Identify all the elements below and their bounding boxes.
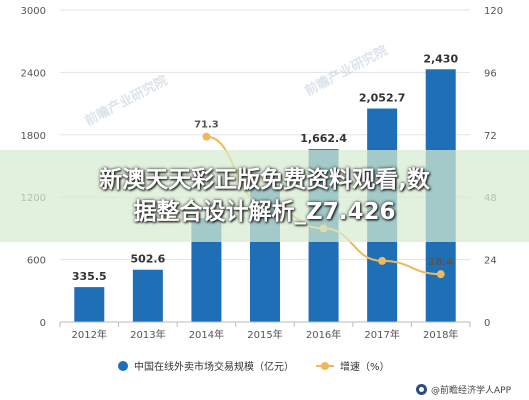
bar <box>132 269 163 322</box>
bar-data-label: 502.6 <box>130 253 165 266</box>
x-tick-label: 2015年 <box>247 328 282 341</box>
chart-legend: 中国在线外卖市场交易规模（亿元） 增速（%） <box>118 358 412 373</box>
bar-data-label: 335.5 <box>72 270 107 283</box>
line-point <box>436 270 445 279</box>
bar-data-label: 1,662.4 <box>300 132 347 145</box>
data-labels: 335.5 502.6 1,662.4 2,052.7 2,430 71.3 18.4 <box>72 52 459 283</box>
x-tick-label: 2012年 <box>72 328 107 341</box>
y-left-tick-label: 2400 <box>21 68 46 79</box>
y-left-tick-label: 1800 <box>21 131 46 142</box>
x-tick-label: 2016年 <box>306 328 341 341</box>
x-tick-label: 2018年 <box>423 328 458 341</box>
y-right-tick-label: 120 <box>484 6 503 17</box>
legend-item-line: 增速（%） <box>316 358 390 373</box>
line-legend-icon <box>316 361 334 371</box>
bar-data-label: 2,052.7 <box>359 92 406 105</box>
line-data-label: 18.4 <box>428 257 453 268</box>
y-right-tick-label: 24 <box>484 256 497 267</box>
legend-item-bar: 中国在线外卖市场交易规模（亿元） <box>118 358 294 373</box>
y-right-tick-label: 96 <box>484 68 497 79</box>
source-text: @前瞻经济学人APP <box>430 386 511 396</box>
bar <box>74 287 105 322</box>
legend-label-line: 增速（%） <box>340 362 390 373</box>
source-credit: @前瞻经济学人APP <box>415 383 511 396</box>
bar-data-label: 2,430 <box>423 52 458 65</box>
y-left-tick-label: 0 <box>40 318 46 329</box>
overlay-line-2: 据整合设计解析_Z7.426 <box>133 199 396 225</box>
x-tick-label: 2017年 <box>364 328 399 341</box>
y-right-tick-label: 0 <box>484 318 490 329</box>
y-left-tick-label: 3000 <box>21 6 46 17</box>
y-left-tick-label: 600 <box>27 256 46 267</box>
x-tick-label: 2013年 <box>130 328 165 341</box>
line-point <box>378 256 387 265</box>
line-point <box>202 132 211 141</box>
overlay-line-1: 新澳天天彩正版免费资料观看,数 <box>99 167 430 193</box>
bar-legend-icon <box>118 360 128 371</box>
line-data-label: 71.3 <box>194 120 219 131</box>
legend-label-bar: 中国在线外卖市场交易规模（亿元） <box>134 362 294 373</box>
y-right-tick-label: 72 <box>484 131 497 142</box>
x-tick-label: 2014年 <box>189 328 224 341</box>
overlay-banner: 新澳天天彩正版免费资料观看,数 据整合设计解析_Z7.426 <box>0 150 529 242</box>
brand-logo-icon <box>415 384 427 395</box>
